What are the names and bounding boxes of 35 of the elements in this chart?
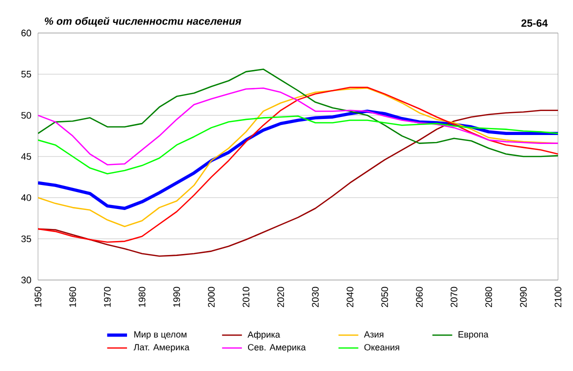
y-axis-title: % от общей численности населения [44,16,242,27]
y-tick-label: 30 [21,276,32,284]
legend-label: Азия [364,331,384,338]
x-tick-label: 2100 [554,286,562,308]
legend-label: Лат. Америка [134,344,190,352]
x-tick-label: 2090 [520,286,527,308]
x-tick-label: 2000 [208,286,215,308]
y-tick-label: 45 [21,153,32,160]
line-series [38,116,558,174]
y-tick-label: 60 [21,30,32,36]
chart-title: 25-64 [521,19,548,27]
x-tick-label: 2070 [450,286,458,308]
line-series [38,88,558,166]
y-tick-label: 35 [21,235,32,242]
x-tick-label: 2010 [242,286,250,308]
line-series [38,68,558,158]
legend-label: Океания [364,344,400,350]
legend-label: Африка [248,331,280,340]
x-tick-label: 1990 [173,286,180,307]
x-tick-label: 2080 [485,286,492,308]
y-tick-label: 55 [21,70,32,78]
legend-label: Мир в целом [134,331,186,340]
y-tick-label: 50 [21,112,32,119]
x-tick-label: 1980 [138,286,146,307]
x-tick-label: 2040 [346,286,354,308]
x-tick-label: 1960 [69,286,76,307]
x-tick-label: 1950 [34,286,42,307]
x-tick-label: 2050 [381,286,388,308]
x-tick-label: 2060 [416,286,423,308]
x-tick-label: 2030 [312,286,319,308]
x-tick-label: 2020 [277,286,284,308]
x-tick-label: 1970 [104,286,111,307]
y-tick-label: 40 [21,194,32,202]
legend-label: Европа [458,331,488,340]
legend-label: Сев. Америка [248,344,306,352]
